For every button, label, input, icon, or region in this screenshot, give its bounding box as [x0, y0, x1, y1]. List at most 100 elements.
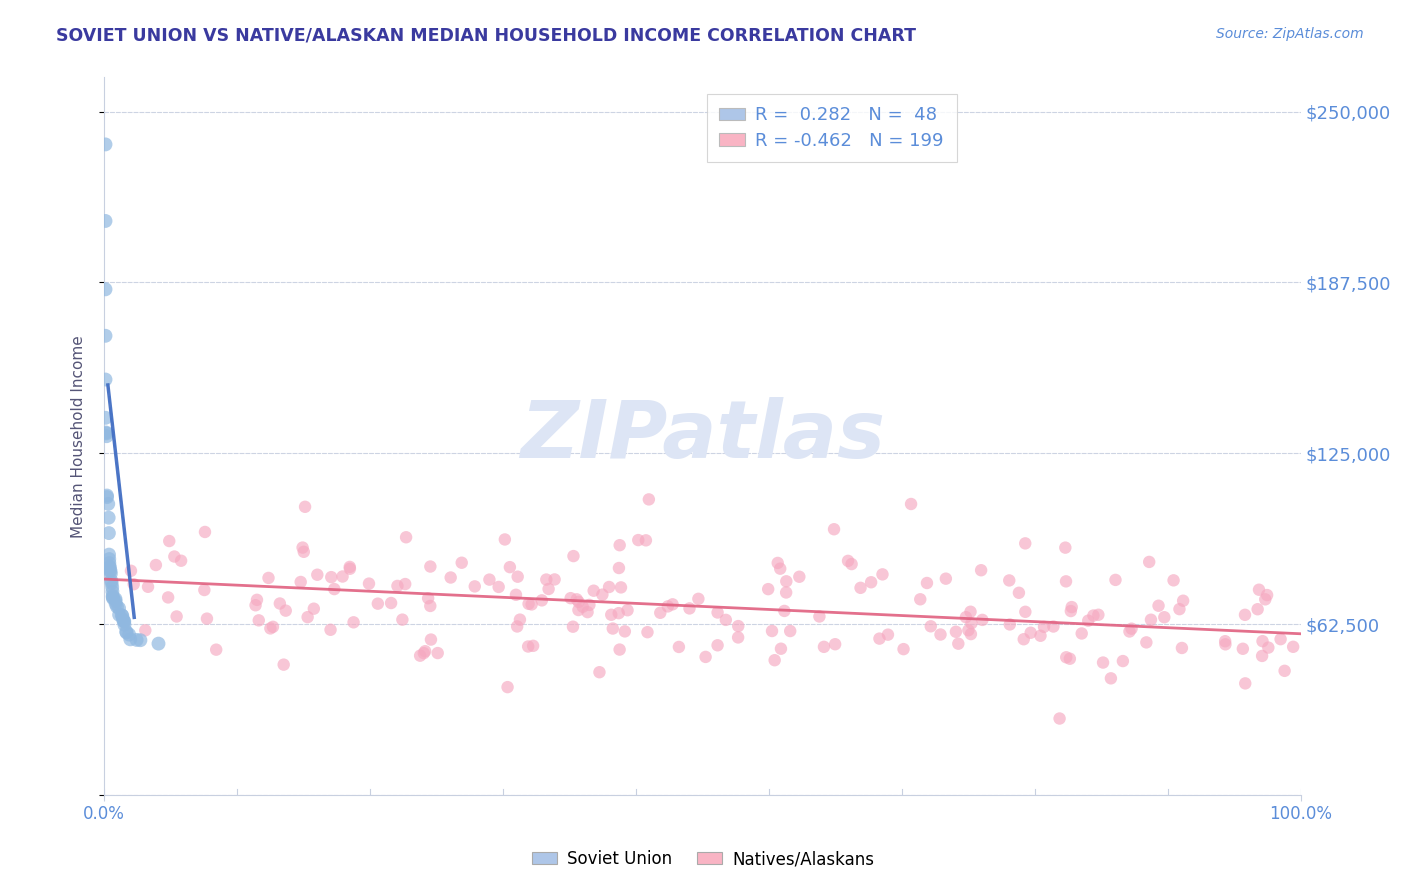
Point: [661, 598, 683, 612]
Point: [101, 591, 124, 606]
Point: [292, 545, 315, 559]
Point: [877, 628, 900, 642]
Point: [900, 497, 922, 511]
Point: [960, 616, 983, 631]
Point: [112, 613, 135, 627]
Point: [1077, 614, 1099, 628]
Point: [560, 591, 582, 606]
Point: [598, 580, 620, 594]
Point: [872, 567, 894, 582]
Point: [413, 644, 436, 658]
Point: [688, 591, 710, 606]
Point: [134, 624, 156, 638]
Point: [291, 541, 314, 555]
Point: [957, 624, 980, 638]
Point: [1033, 620, 1056, 634]
Point: [602, 622, 624, 636]
Point: [766, 556, 789, 570]
Point: [112, 615, 135, 629]
Point: [100, 574, 122, 588]
Point: [100, 564, 122, 578]
Legend: R =  0.282   N =  48, R = -0.462   N = 199: R = 0.282 N = 48, R = -0.462 N = 199: [707, 94, 956, 162]
Point: [1059, 651, 1081, 665]
Point: [297, 610, 319, 624]
Point: [94, 137, 117, 152]
Point: [96, 426, 118, 441]
Point: [761, 624, 783, 638]
Point: [678, 601, 700, 615]
Point: [578, 598, 600, 612]
Point: [543, 573, 565, 587]
Point: [823, 522, 845, 536]
Point: [105, 599, 128, 614]
Point: [94, 282, 117, 296]
Point: [111, 608, 134, 623]
Point: [387, 579, 409, 593]
Point: [505, 588, 527, 602]
Point: [262, 620, 284, 634]
Point: [420, 632, 443, 647]
Point: [115, 625, 138, 640]
Point: [610, 581, 633, 595]
Point: [1213, 634, 1236, 648]
Point: [910, 592, 932, 607]
Point: [1163, 574, 1185, 588]
Point: [1168, 602, 1191, 616]
Point: [1092, 656, 1115, 670]
Point: [426, 646, 449, 660]
Point: [450, 556, 472, 570]
Point: [929, 627, 952, 641]
Point: [537, 582, 560, 596]
Point: [290, 574, 312, 589]
Point: [409, 648, 432, 663]
Point: [1054, 650, 1077, 665]
Point: [509, 613, 531, 627]
Point: [136, 580, 159, 594]
Point: [163, 549, 186, 564]
Point: [582, 583, 605, 598]
Point: [588, 665, 610, 680]
Point: [259, 621, 281, 635]
Point: [257, 571, 280, 585]
Point: [1257, 640, 1279, 655]
Point: [478, 573, 501, 587]
Point: [97, 497, 120, 511]
Point: [1083, 608, 1105, 623]
Point: [94, 372, 117, 386]
Point: [779, 624, 801, 638]
Point: [125, 632, 148, 647]
Point: [339, 560, 361, 574]
Point: [576, 605, 599, 619]
Point: [112, 617, 135, 632]
Point: [530, 593, 553, 607]
Point: [1147, 599, 1170, 613]
Point: [122, 577, 145, 591]
Point: [97, 510, 120, 524]
Point: [609, 642, 631, 657]
Point: [488, 580, 510, 594]
Point: [1054, 541, 1077, 555]
Point: [506, 570, 529, 584]
Point: [98, 548, 121, 562]
Point: [695, 649, 717, 664]
Point: [520, 598, 543, 612]
Point: [307, 567, 329, 582]
Point: [100, 566, 122, 581]
Point: [494, 533, 516, 547]
Point: [522, 639, 544, 653]
Point: [1012, 632, 1035, 647]
Point: [294, 500, 316, 514]
Point: [394, 577, 416, 591]
Point: [567, 603, 589, 617]
Point: [499, 560, 522, 574]
Point: [616, 603, 638, 617]
Point: [157, 534, 180, 549]
Point: [893, 642, 915, 657]
Point: [706, 638, 728, 652]
Point: [959, 605, 981, 619]
Point: [98, 556, 121, 570]
Point: [332, 569, 354, 583]
Point: [1118, 624, 1140, 639]
Point: [562, 620, 585, 634]
Point: [1060, 600, 1083, 615]
